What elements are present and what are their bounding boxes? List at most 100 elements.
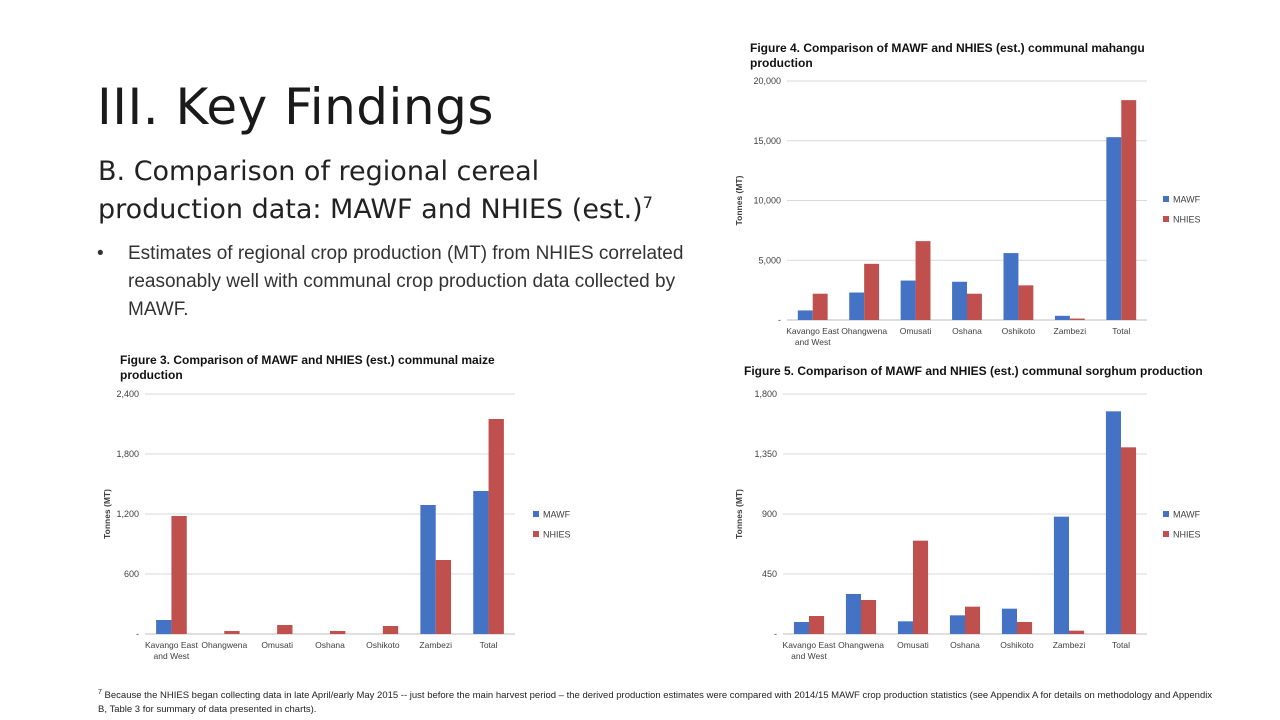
fig3-category-label: Total bbox=[480, 640, 498, 650]
fig4-bar-mawf bbox=[797, 310, 813, 320]
fig4-bar-nhies bbox=[812, 293, 828, 320]
fig3-bar-nhies bbox=[224, 631, 240, 634]
fig4-ytick-label: 5,000 bbox=[758, 255, 781, 265]
fig5-ytick-label: - bbox=[774, 629, 777, 639]
fig4-category-label: Oshana bbox=[952, 326, 982, 336]
fig5-bar-nhies bbox=[1121, 447, 1137, 634]
fig4-bar-nhies bbox=[967, 293, 982, 320]
fig5-bar-nhies bbox=[965, 606, 981, 634]
fig3-bar-nhies bbox=[435, 560, 452, 634]
fig4-legend-swatch bbox=[1163, 216, 1169, 222]
fig5-title: Figure 5. Comparison of MAWF and NHIES (… bbox=[744, 364, 1203, 378]
fig5-legend-label: MAWF bbox=[1173, 510, 1201, 520]
fig4-ytick-label: 20,000 bbox=[753, 76, 781, 86]
fig3-category-label: Oshikoto bbox=[366, 640, 400, 650]
fig3-bar-nhies bbox=[488, 419, 504, 634]
fig4-title: Figure 4. Comparison of MAWF and NHIES (… bbox=[750, 41, 1145, 70]
fig5-ytick-label: 900 bbox=[762, 509, 777, 519]
fig4-category-label: Ohangwena bbox=[841, 326, 887, 336]
fig4-bar-nhies bbox=[1018, 285, 1034, 320]
fig3-bar-mawf bbox=[420, 505, 436, 634]
fig4-legend-swatch bbox=[1163, 196, 1169, 202]
fig4-category-label: Kavango East and West bbox=[786, 326, 840, 347]
fig3-ylabel: Tonnes (MT) bbox=[102, 489, 112, 539]
fig5-category-label: Oshana bbox=[950, 640, 980, 650]
fig5-ytick-label: 1,350 bbox=[754, 449, 777, 459]
fig4-bar-nhies bbox=[1121, 100, 1137, 321]
fig4-bar-mawf bbox=[900, 280, 916, 320]
fig4-bar-nhies bbox=[1069, 318, 1085, 320]
fig3-category-label: Kavango East and West bbox=[145, 640, 199, 661]
slide-subtitle: B. Comparison of regional cereal product… bbox=[98, 156, 688, 225]
fig4-ytick-label: 15,000 bbox=[753, 136, 781, 146]
fig3-bar-mawf bbox=[156, 620, 172, 634]
fig4-chart: - 5,000 10,000 15,000 20,000 Tonnes (MT) Kavan… bbox=[734, 76, 1201, 347]
fig5-chart: - 450 900 1,350 1,800 Tonnes (MT) Kavango East… bbox=[734, 389, 1201, 661]
fig4-category-label: Oshikoto bbox=[1002, 326, 1036, 336]
fig5-bar-mawf bbox=[1001, 608, 1017, 634]
fig5-category-label: Zambezi bbox=[1053, 640, 1086, 650]
fig5-ytick-label: 450 bbox=[762, 569, 777, 579]
fig3-category-label: Omusati bbox=[261, 640, 293, 650]
fig5-legend-swatch bbox=[1163, 511, 1169, 517]
fig4-category-label: Omusati bbox=[900, 326, 932, 336]
fig4-ylabel: Tonnes (MT) bbox=[734, 175, 744, 225]
fig3-bar-nhies bbox=[171, 516, 187, 634]
fig5-bar-nhies bbox=[913, 540, 929, 634]
fig3-category-label: Ohangwena bbox=[201, 640, 247, 650]
fig3-ytick-label: 600 bbox=[124, 569, 139, 579]
fig3-ytick-label: 1,800 bbox=[116, 449, 139, 459]
fig3-legend-swatch bbox=[533, 511, 539, 517]
fig5-category-label: Total bbox=[1112, 640, 1130, 650]
fig5-bar-mawf bbox=[793, 622, 809, 634]
fig4-bar-mawf bbox=[952, 281, 967, 320]
subtitle-footnote-ref: 7 bbox=[642, 193, 653, 212]
slide-title: III. Key Findings bbox=[97, 78, 494, 136]
fig3-ytick-label: 2,400 bbox=[116, 389, 139, 399]
fig3-bar-nhies bbox=[330, 631, 346, 634]
fig5-bar-nhies bbox=[809, 616, 825, 634]
fig5-bar-mawf bbox=[845, 594, 861, 634]
footnote: 7 Because the NHIES began collecting dat… bbox=[98, 686, 1218, 717]
fig4-bar-mawf bbox=[1106, 137, 1122, 320]
fig5-bar-mawf bbox=[897, 621, 913, 634]
bullet-text: Estimates of regional crop production (M… bbox=[128, 243, 684, 320]
fig4-bar-mawf bbox=[1003, 253, 1019, 320]
fig3-chart: - 600 1,200 1,800 2,400 Tonnes (MT) Kavango Ea… bbox=[102, 389, 571, 661]
fig3-legend-label: NHIES bbox=[543, 530, 571, 540]
fig3-legend-swatch bbox=[533, 531, 539, 537]
fig5-bar-nhies bbox=[1069, 630, 1085, 634]
fig3-bar-nhies bbox=[382, 626, 399, 634]
bullet-dot: • bbox=[97, 243, 104, 264]
fig4-category-label: Zambezi bbox=[1054, 326, 1087, 336]
fig5-legend-swatch bbox=[1163, 531, 1169, 537]
fig4-legend-label: MAWF bbox=[1173, 195, 1201, 205]
fig4-legend-label: NHIES bbox=[1173, 215, 1201, 225]
fig4-ytick-label: 10,000 bbox=[753, 196, 781, 206]
fig3-category-label: Oshana bbox=[315, 640, 345, 650]
fig3-bar-mawf bbox=[473, 491, 489, 634]
fig5-bar-mawf bbox=[1105, 411, 1121, 634]
fig5-ylabel: Tonnes (MT) bbox=[734, 489, 744, 539]
fig4-bar-mawf bbox=[849, 292, 865, 320]
fig5-category-label: Oshikoto bbox=[1000, 640, 1034, 650]
fig5-legend-label: NHIES bbox=[1173, 530, 1201, 540]
fig3-title: Figure 3. Comparison of MAWF and NHIES (… bbox=[120, 353, 495, 382]
fig4-bar-nhies bbox=[864, 263, 880, 320]
fig4-bar-mawf bbox=[1054, 315, 1070, 320]
fig5-bar-nhies bbox=[861, 600, 877, 634]
fig4-category-label: Total bbox=[1112, 326, 1130, 336]
fig4-ytick-label: - bbox=[778, 315, 781, 325]
footnote-text: Because the NHIES began collecting data … bbox=[98, 690, 1213, 716]
fig5-category-label: Ohangwena bbox=[838, 640, 884, 650]
fig5-ytick-label: 1,800 bbox=[754, 389, 777, 399]
fig3-category-label: Zambezi bbox=[419, 640, 452, 650]
fig3-ytick-label: - bbox=[136, 629, 139, 639]
fig5-bar-nhies bbox=[1017, 622, 1033, 634]
subtitle-text: B. Comparison of regional cereal product… bbox=[98, 156, 643, 225]
fig3-legend-label: MAWF bbox=[543, 510, 571, 520]
fig3-ytick-label: 1,200 bbox=[116, 509, 139, 519]
fig5-bar-mawf bbox=[1053, 516, 1069, 634]
fig3-bar-nhies bbox=[277, 625, 293, 634]
fig5-category-label: Omusati bbox=[897, 640, 929, 650]
